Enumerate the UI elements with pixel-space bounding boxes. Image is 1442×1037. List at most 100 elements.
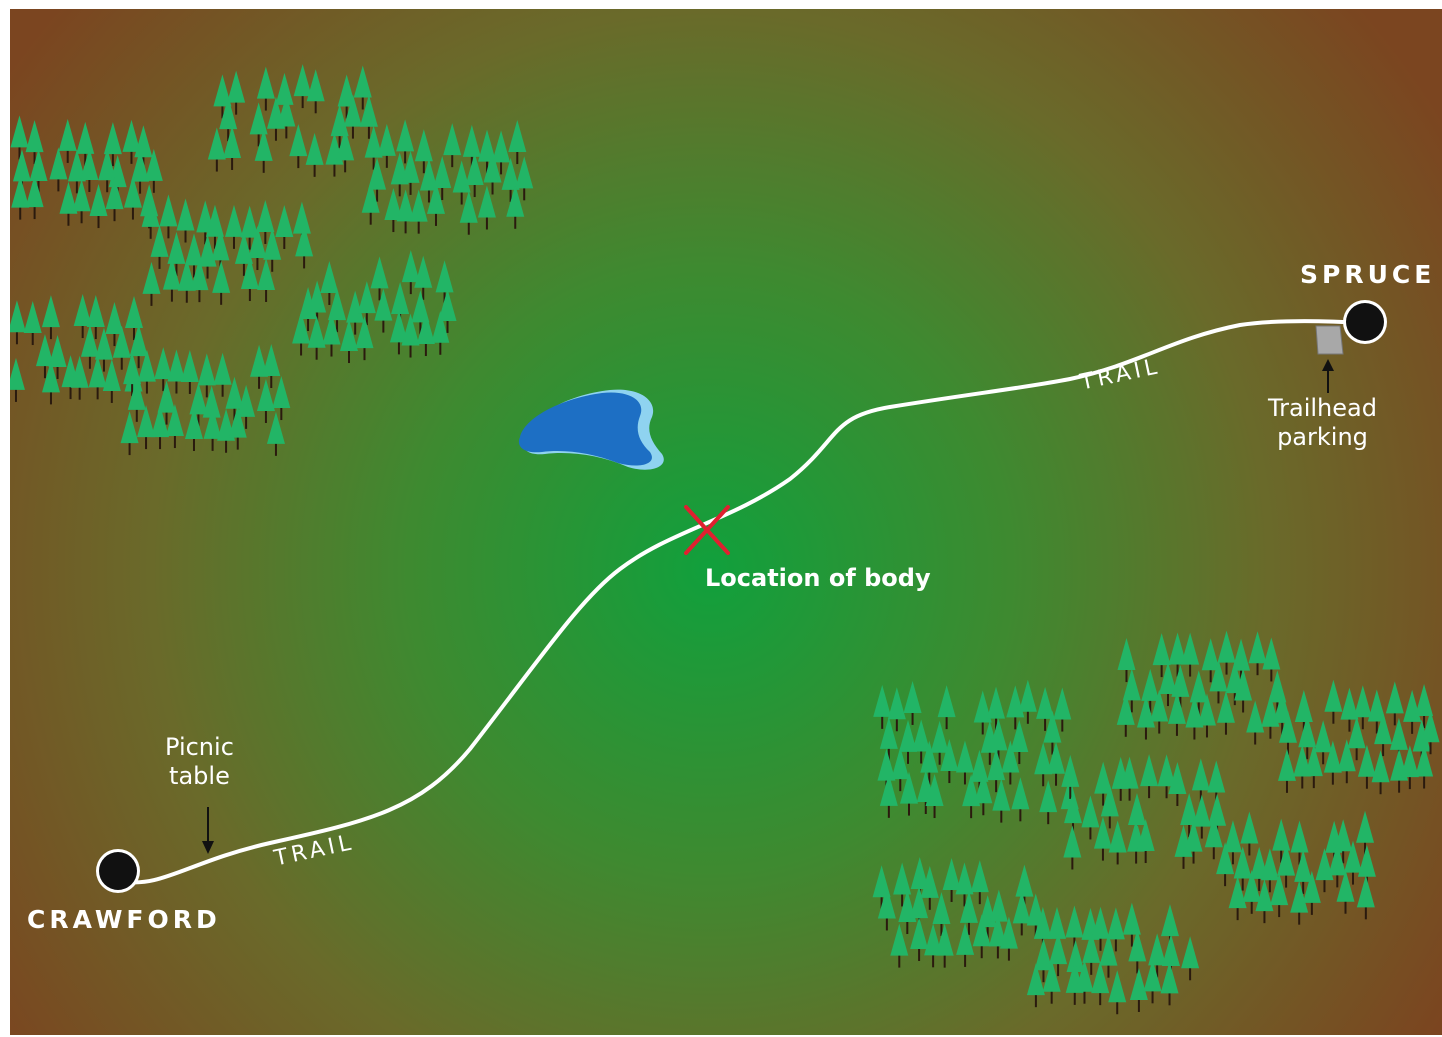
pine-tree-icon	[1140, 754, 1159, 799]
pine-tree-icon	[478, 129, 497, 174]
lake	[518, 389, 664, 470]
pine-tree-icon	[1374, 712, 1393, 757]
pine-tree-icon	[250, 344, 269, 389]
pine-tree-icon	[1334, 819, 1353, 864]
trailhead-parking-line-2: parking	[1277, 423, 1368, 451]
pine-tree-icon	[508, 120, 527, 165]
pine-tree-icon	[1148, 933, 1167, 978]
pine-tree-icon	[1415, 684, 1434, 729]
pine-tree-icon	[105, 302, 124, 347]
pine-tree-icon	[887, 687, 906, 732]
pine-tree-icon	[1171, 664, 1190, 709]
pine-tree-icon	[1356, 875, 1375, 920]
pine-tree-icon	[1011, 777, 1030, 822]
pine-tree-icon	[893, 862, 912, 907]
pine-tree-icon	[157, 380, 176, 425]
pine-tree-icon	[368, 157, 387, 202]
pine-tree-icon	[240, 205, 259, 250]
pine-tree-icon	[1184, 819, 1203, 864]
pine-tree-icon	[1191, 758, 1210, 803]
pine-tree-icon	[940, 739, 959, 784]
pine-tree-icon	[59, 181, 78, 226]
pine-tree-icon	[1371, 750, 1390, 795]
pine-tree-icon	[1197, 693, 1216, 738]
picnic-table-line-1: Picnic	[165, 733, 234, 761]
pine-tree-icon	[974, 771, 993, 816]
spruce-label: SPRUCE	[1300, 260, 1436, 289]
pine-tree-icon	[1246, 700, 1265, 745]
pine-tree-icon	[1099, 933, 1118, 978]
pine-tree-icon	[1015, 864, 1034, 909]
pine-tree-icon	[240, 257, 259, 302]
pine-tree-icon	[207, 127, 226, 172]
pine-tree-icon	[361, 180, 380, 225]
pine-tree-icon	[142, 261, 161, 306]
pine-tree-icon	[1081, 795, 1100, 840]
pine-tree-icon	[1234, 668, 1253, 713]
pine-tree-icon	[1061, 754, 1080, 799]
pine-tree-icon	[1108, 820, 1127, 865]
pine-tree-icon	[213, 352, 232, 397]
pine-tree-icon	[890, 923, 909, 968]
pine-tree-icon	[989, 718, 1008, 763]
pine-tree-icon	[443, 123, 462, 168]
pine-tree-icon	[1116, 692, 1135, 737]
pine-tree-icon	[1001, 740, 1020, 785]
pine-tree-icon	[483, 150, 502, 195]
pine-tree-icon	[41, 360, 60, 405]
pine-tree-icon	[438, 288, 457, 333]
pine-tree-icon	[256, 199, 275, 244]
pine-tree-icon	[177, 258, 196, 303]
pine-tree-icon	[924, 923, 943, 968]
pine-tree-icon	[73, 294, 92, 339]
pine-tree-icon	[1242, 869, 1261, 914]
picnic-arrow-head	[202, 841, 214, 854]
pine-tree-icon	[465, 153, 484, 198]
pine-tree-icon	[162, 257, 181, 302]
pine-tree-icon	[1314, 720, 1333, 765]
pine-tree-icon	[1232, 638, 1251, 683]
pine-tree-icon	[942, 857, 961, 902]
pine-tree-icon	[1117, 638, 1136, 683]
pine-tree-icon	[123, 352, 142, 397]
pine-tree-icon	[506, 184, 525, 229]
pine-tree-icon	[384, 188, 403, 233]
pine-tree-icon	[1344, 840, 1363, 885]
pine-tree-icon	[1158, 662, 1177, 707]
pine-tree-icon	[891, 747, 910, 792]
pine-tree-icon	[1337, 739, 1356, 784]
picnic-table-line-2: table	[169, 762, 230, 790]
pine-tree-icon	[515, 156, 534, 201]
pine-tree-icon	[237, 384, 256, 429]
pine-tree-icon	[1181, 632, 1200, 677]
pine-tree-icon	[1207, 760, 1226, 805]
pine-tree-icon	[1129, 967, 1148, 1012]
pine-tree-icon	[401, 313, 420, 358]
pine-tree-icon	[167, 231, 186, 276]
pine-tree-icon	[1034, 938, 1053, 983]
pine-tree-icon	[1217, 630, 1236, 675]
pine-tree-icon	[1324, 679, 1343, 724]
pine-tree-icon	[76, 121, 95, 166]
pine-tree-icon	[1065, 905, 1084, 950]
pine-tree-icon	[973, 690, 992, 735]
pine-tree-icon	[346, 290, 365, 335]
pine-tree-icon	[1136, 819, 1155, 864]
pine-tree-icon	[48, 334, 67, 379]
parking-arrow	[1322, 359, 1334, 393]
pine-tree-icon	[1290, 820, 1309, 865]
pine-tree-icon	[102, 358, 121, 403]
pine-tree-icon	[433, 156, 452, 201]
pine-tree-icon	[272, 376, 291, 421]
pine-tree-icon	[67, 149, 86, 194]
pine-tree-icon	[401, 150, 420, 195]
pine-tree-icon	[154, 347, 173, 392]
pine-tree-icon	[127, 377, 146, 422]
pine-tree-icon	[1136, 695, 1155, 740]
pine-tree-icon	[1277, 843, 1296, 888]
pine-tree-icon	[1421, 710, 1440, 755]
picnic-table-label: Picnic table	[165, 733, 234, 791]
pine-tree-icon	[1302, 870, 1321, 915]
pine-tree-icon	[1209, 659, 1228, 704]
pine-tree-icon	[141, 194, 160, 239]
